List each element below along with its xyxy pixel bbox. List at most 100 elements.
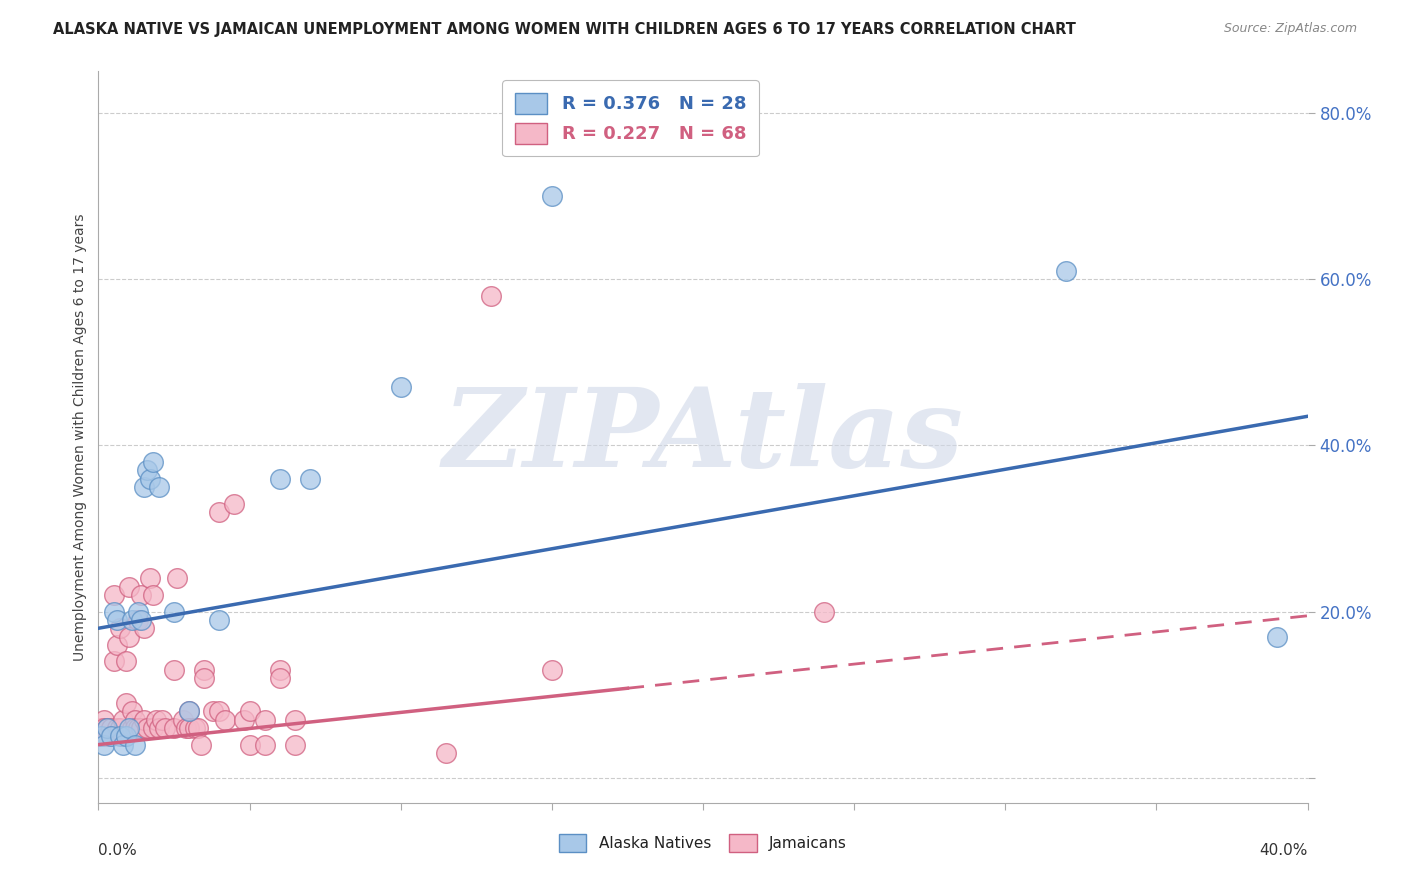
Point [121,721,143,735]
Point [163,663,186,677]
Point [174,721,197,735]
Point [105,721,128,735]
Point [108,621,131,635]
Point [540,663,562,677]
Text: Source: ZipAtlas.com: Source: ZipAtlas.com [1223,22,1357,36]
Point [93,713,115,727]
Point [179,721,201,735]
Point [190,738,212,752]
Point [184,721,207,735]
Point [142,588,165,602]
Point [1054,264,1077,278]
Text: 0.0%: 0.0% [98,843,138,858]
Point [284,713,307,727]
Point [208,705,231,719]
Point [179,705,201,719]
Point [1267,630,1289,644]
Point [121,705,143,719]
Point [96,729,118,743]
Point [150,713,173,727]
Point [142,721,165,735]
Point [208,505,231,519]
Point [114,655,136,669]
Point [124,721,146,735]
Point [224,497,246,511]
Point [90,729,112,743]
Point [90,729,112,743]
Point [253,738,276,752]
Point [114,729,136,743]
Point [139,571,162,585]
Point [142,455,165,469]
Point [129,721,152,735]
Point [135,721,157,735]
Point [114,696,136,710]
Point [108,721,131,735]
Point [540,189,562,203]
Point [100,729,122,743]
Point [124,713,146,727]
Point [103,605,125,619]
Point [153,721,176,735]
Point [127,613,149,627]
Point [145,713,167,727]
Point [193,663,215,677]
Point [813,605,835,619]
Point [132,713,155,727]
Point [129,613,152,627]
Point [103,655,125,669]
Point [202,705,225,719]
Point [118,721,141,735]
Text: ALASKA NATIVE VS JAMAICAN UNEMPLOYMENT AMONG WOMEN WITH CHILDREN AGES 6 TO 17 YE: ALASKA NATIVE VS JAMAICAN UNEMPLOYMENT A… [53,22,1077,37]
Point [389,380,412,394]
Y-axis label: Unemployment Among Women with Children Ages 6 to 17 years: Unemployment Among Women with Children A… [73,213,87,661]
Point [187,721,209,735]
Point [118,580,141,594]
Point [166,571,188,585]
Point [214,713,236,727]
Point [193,671,215,685]
Point [299,472,322,486]
Point [481,289,503,303]
Point [179,705,201,719]
Point [163,721,186,735]
Point [90,721,112,735]
Point [208,613,231,627]
Point [172,713,194,727]
Point [118,630,141,644]
Point [105,638,128,652]
Point [103,588,125,602]
Point [148,480,170,494]
Point [253,713,276,727]
Point [139,472,162,486]
Point [105,613,128,627]
Point [100,721,122,735]
Point [132,621,155,635]
Point [269,663,291,677]
Legend: Alaska Natives, Jamaicans: Alaska Natives, Jamaicans [550,825,856,861]
Point [239,705,262,719]
Point [239,738,262,752]
Point [121,613,143,627]
Point [148,721,170,735]
Point [93,721,115,735]
Point [111,713,134,727]
Point [127,721,149,735]
Point [269,671,291,685]
Point [111,738,134,752]
Point [129,588,152,602]
Point [132,480,155,494]
Point [93,738,115,752]
Point [96,721,118,735]
Point [124,738,146,752]
Point [163,605,186,619]
Point [108,729,131,743]
Point [96,721,118,735]
Point [284,738,307,752]
Text: 40.0%: 40.0% [1260,843,1308,858]
Point [434,746,457,760]
Point [100,729,122,743]
Text: ZIPAtlas: ZIPAtlas [443,384,963,491]
Point [269,472,291,486]
Point [127,605,149,619]
